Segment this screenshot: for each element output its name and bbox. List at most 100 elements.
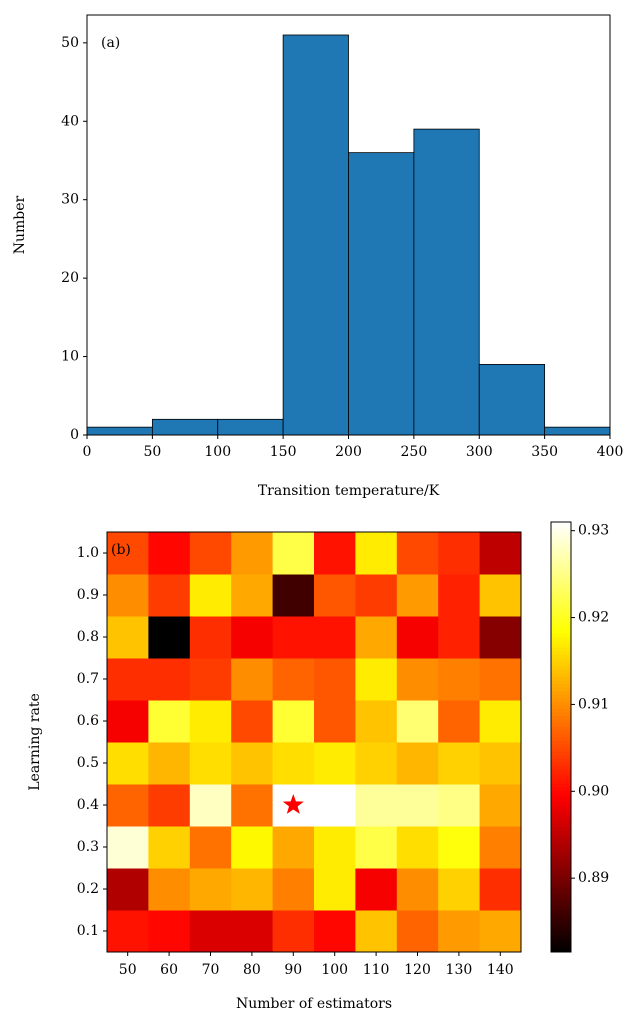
heatmap-cell	[396, 658, 439, 701]
colorbar-step	[551, 600, 571, 605]
heatmap-cell	[189, 574, 232, 617]
x-tick-label: 50	[143, 444, 161, 460]
heatmap-cell	[231, 910, 274, 953]
colorbar-step	[551, 862, 571, 867]
heatmap-cell	[438, 910, 481, 953]
colorbar-step	[551, 830, 571, 835]
heatmap-cell	[479, 868, 522, 911]
colorbar-step	[551, 815, 571, 820]
heatmap-cell	[231, 532, 274, 575]
heatmap-cell	[314, 784, 356, 827]
heatmap-cell	[107, 574, 149, 617]
colorbar-step	[551, 826, 571, 831]
colorbar-step	[551, 568, 571, 573]
colorbar-step	[551, 726, 571, 731]
heatmap-cell	[396, 700, 439, 743]
colorbar-step	[551, 665, 571, 670]
colorbar-step	[551, 550, 571, 555]
x-tick-label: 60	[160, 962, 178, 978]
colorbar-step	[551, 672, 571, 677]
x-tick-label: 0	[83, 444, 92, 460]
heatmap-cell	[355, 826, 398, 869]
colorbar-step	[551, 722, 571, 727]
colorbar-step	[551, 905, 571, 910]
heatmap-cell	[438, 574, 481, 617]
colorbar-step	[551, 711, 571, 716]
colorbar-step	[551, 866, 571, 871]
colorbar-tick-label: 0.92	[578, 610, 609, 626]
histogram-bar	[86, 426, 153, 436]
heatmap-cell	[479, 826, 522, 869]
colorbar-frame	[550, 521, 572, 953]
colorbar-step	[551, 597, 571, 602]
heatmap-cell	[438, 784, 481, 827]
heatmap-cell	[355, 910, 398, 953]
colorbar-step	[551, 582, 571, 587]
colorbar-step	[551, 840, 571, 845]
heatmap-cell	[148, 742, 191, 785]
colorbar-step	[551, 557, 571, 562]
heatmap-cell	[438, 532, 481, 575]
x-tick-label: 120	[404, 962, 431, 978]
heatmap-cell	[438, 700, 481, 743]
heatmap-cell	[314, 910, 356, 953]
colorbar-step	[551, 679, 571, 684]
x-axis-label: Transition temperature/K	[258, 483, 440, 499]
heatmap-cell	[189, 784, 232, 827]
heatmap-cell	[189, 658, 232, 701]
colorbar-step	[551, 586, 571, 591]
colorbar-step	[551, 572, 571, 577]
y-tick-label: 30	[61, 192, 79, 208]
heatmap-cell	[396, 826, 439, 869]
heatmap-cell	[396, 616, 439, 659]
colorbar-step	[551, 934, 571, 939]
colorbar-step	[551, 740, 571, 745]
x-tick-label: 350	[531, 444, 558, 460]
colorbar-step	[551, 661, 571, 666]
heatmap-cell	[231, 574, 274, 617]
colorbar-step	[551, 658, 571, 663]
heatmap-cell	[231, 700, 274, 743]
y-tick-label: 0.4	[77, 797, 99, 813]
heatmap-cell	[107, 868, 149, 911]
colorbar-step	[551, 823, 571, 828]
colorbar-step	[551, 651, 571, 656]
heatmap-cell	[314, 532, 356, 575]
colorbar-step	[551, 797, 571, 802]
colorbar-step	[551, 719, 571, 724]
heatmap-cell	[189, 616, 232, 659]
colorbar-step	[551, 765, 571, 770]
histogram-bar	[478, 364, 546, 436]
colorbar-step	[551, 855, 571, 860]
colorbar-step	[551, 944, 571, 949]
colorbar-step	[551, 930, 571, 935]
colorbar-step	[551, 697, 571, 702]
heatmap-cell	[148, 574, 191, 617]
colorbar-step	[551, 787, 571, 792]
colorbar-step	[551, 604, 571, 609]
axes-frame	[106, 531, 522, 953]
heatmap-cell	[479, 532, 522, 575]
annotation: (b)	[111, 542, 131, 558]
x-axis-label: Number of estimators	[236, 996, 392, 1012]
heatmap-cell	[396, 574, 439, 617]
heatmap-cell	[314, 826, 356, 869]
heatmap-cell	[148, 658, 191, 701]
colorbar-step	[551, 708, 571, 713]
x-tick-label: 110	[363, 962, 390, 978]
heatmap-cell	[479, 910, 522, 953]
heatmap-cell	[189, 910, 232, 953]
colorbar-step	[551, 668, 571, 673]
colorbar-step	[551, 772, 571, 777]
y-tick-label: 20	[61, 270, 79, 286]
colorbar-step	[551, 611, 571, 616]
heatmap-cell	[355, 742, 398, 785]
colorbar-step	[551, 837, 571, 842]
colorbar-step	[551, 529, 571, 534]
y-tick-label: 0.6	[77, 713, 99, 729]
colorbar-step	[551, 590, 571, 595]
heatmap-cell	[314, 742, 356, 785]
heatmap-cell	[272, 868, 315, 911]
heatmap-cell	[479, 700, 522, 743]
